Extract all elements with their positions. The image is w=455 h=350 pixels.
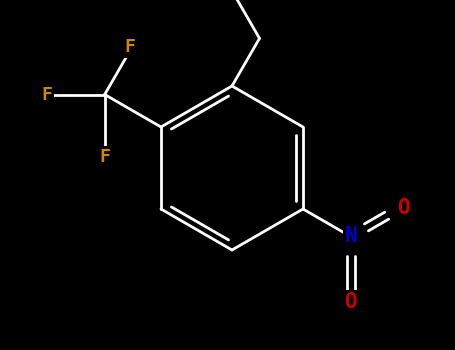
Text: O: O bbox=[397, 198, 410, 218]
Text: F: F bbox=[124, 38, 135, 56]
Text: F: F bbox=[41, 85, 52, 104]
Text: F: F bbox=[99, 147, 110, 166]
Text: O: O bbox=[344, 292, 357, 312]
Text: N: N bbox=[344, 226, 357, 246]
